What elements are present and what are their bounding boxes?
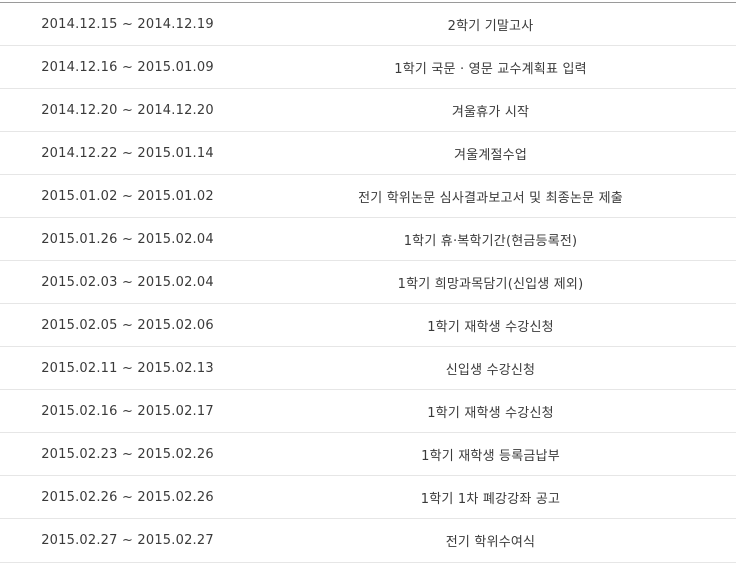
schedule-event: 1학기 희망과목담기(신입생 제외) [397, 276, 584, 292]
schedule-date-range: 2015.01.02 ~ 2015.01.02 [41, 188, 214, 204]
schedule-date-range: 2015.02.27 ~ 2015.02.27 [41, 533, 214, 548]
schedule-event: 겨울계절수업 [454, 147, 527, 163]
table-row: 2015.02.16 ~ 2015.02.17 1학기 재학생 수강신청 [0, 390, 736, 433]
schedule-event: 1학기 재학생 수강신청 [427, 405, 554, 421]
schedule-date-range: 2014.12.15 ~ 2014.12.19 [41, 16, 214, 32]
schedule-event: 1학기 재학생 등록금납부 [421, 448, 560, 464]
schedule-event: 겨울휴가 시작 [451, 104, 530, 120]
table-row: 2015.02.23 ~ 2015.02.26 1학기 재학생 등록금납부 [0, 433, 736, 476]
schedule-event: 신입생 수강신청 [445, 362, 536, 378]
schedule-date-range: 2014.12.20 ~ 2014.12.20 [41, 102, 214, 118]
schedule-event: 2학기 기말고사 [447, 18, 534, 34]
schedule-event: 전기 학위수여식 [445, 535, 536, 550]
schedule-event: 전기 학위논문 심사결과보고서 및 최종논문 제출 [358, 190, 623, 206]
schedule-event: 1학기 1차 폐강강좌 공고 [420, 491, 561, 507]
table-row: 2014.12.20 ~ 2014.12.20 겨울휴가 시작 [0, 89, 736, 132]
table-row: 2015.01.02 ~ 2015.01.02 전기 학위논문 심사결과보고서 … [0, 175, 736, 218]
schedule-event: 1학기 국문 · 영문 교수계획표 입력 [394, 61, 587, 77]
table-row: 2014.12.15 ~ 2014.12.19 2학기 기말고사 [0, 3, 736, 46]
table-row: 2014.12.22 ~ 2015.01.14 겨울계절수업 [0, 132, 736, 175]
schedule-event: 1학기 재학생 수강신청 [427, 319, 554, 335]
schedule-date-range: 2015.01.26 ~ 2015.02.04 [41, 231, 214, 247]
schedule-date-range: 2014.12.22 ~ 2015.01.14 [41, 145, 214, 161]
schedule-date-range: 2015.02.05 ~ 2015.02.06 [41, 317, 214, 333]
table-row: 2015.02.26 ~ 2015.02.26 1학기 1차 폐강강좌 공고 [0, 476, 736, 519]
table-row: 2015.01.26 ~ 2015.02.04 1학기 휴·복학기간(현금등록전… [0, 218, 736, 261]
table-row: 2015.02.27 ~ 2015.02.27 전기 학위수여식 [0, 519, 736, 563]
table-row: 2015.02.03 ~ 2015.02.04 1학기 희망과목담기(신입생 제… [0, 261, 736, 304]
schedule-date-range: 2014.12.16 ~ 2015.01.09 [41, 59, 214, 75]
schedule-date-range: 2015.02.03 ~ 2015.02.04 [41, 274, 214, 290]
table-row: 2015.02.05 ~ 2015.02.06 1학기 재학생 수강신청 [0, 304, 736, 347]
table-row: 2015.02.11 ~ 2015.02.13 신입생 수강신청 [0, 347, 736, 390]
schedule-date-range: 2015.02.11 ~ 2015.02.13 [41, 360, 214, 376]
schedule-date-range: 2015.02.23 ~ 2015.02.26 [41, 446, 214, 462]
table-row: 2014.12.16 ~ 2015.01.09 1학기 국문 · 영문 교수계획… [0, 46, 736, 89]
schedule-date-range: 2015.02.26 ~ 2015.02.26 [41, 489, 214, 505]
schedule-event: 1학기 휴·복학기간(현금등록전) [403, 233, 578, 249]
schedule-date-range: 2015.02.16 ~ 2015.02.17 [41, 403, 214, 419]
